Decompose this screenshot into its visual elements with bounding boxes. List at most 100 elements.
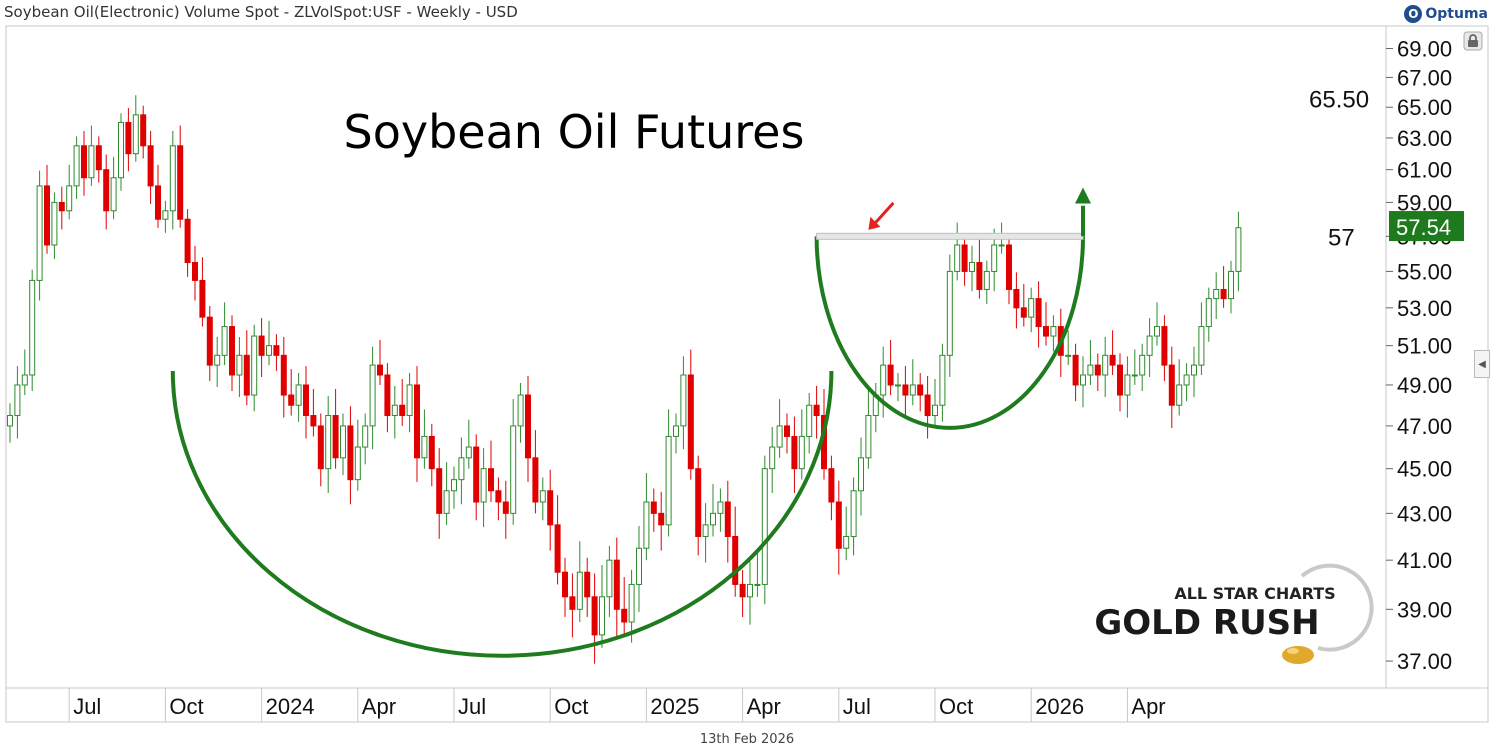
candle-down [1109, 354, 1116, 366]
candle [303, 366, 309, 439]
candle-down [488, 468, 494, 492]
candle [288, 369, 295, 416]
candle [384, 363, 391, 433]
candle [155, 164, 161, 228]
candle-down [1220, 288, 1227, 300]
candle [865, 388, 872, 469]
x-tick-label-1: Oct [169, 694, 203, 719]
candle-up [702, 524, 709, 537]
candle [251, 324, 258, 412]
y-tick-label-8: 53.00 [1397, 296, 1452, 321]
x-tick-label-3: Apr [362, 694, 396, 719]
resistance-line [816, 232, 1084, 240]
candle [961, 234, 968, 286]
optuma-logo-icon: O [1404, 5, 1423, 23]
candle-up [761, 468, 768, 585]
candle-up [73, 145, 80, 187]
candle [58, 186, 65, 230]
candle [66, 164, 73, 220]
candle [569, 573, 576, 638]
x-tick-label-6: 2025 [650, 694, 699, 719]
candle-up [717, 501, 724, 514]
annotations: 57 65.50 57.54 [170, 87, 1464, 658]
candle [1035, 281, 1042, 348]
candle-up [1028, 298, 1035, 318]
candle [103, 154, 110, 230]
candle-up [169, 145, 176, 212]
candle [576, 541, 583, 623]
candle-up [29, 279, 36, 376]
collapse-panel-button[interactable]: ◀ [1474, 350, 1490, 378]
candle-up [798, 435, 805, 470]
candle [325, 396, 332, 493]
candle [243, 330, 250, 406]
candle [599, 564, 605, 648]
candle-up [1139, 354, 1146, 376]
candle [1094, 353, 1101, 392]
candle-up [747, 583, 753, 598]
candle [1191, 346, 1197, 398]
x-tick-label-10: 2026 [1035, 694, 1084, 719]
candle [902, 366, 909, 418]
candle-down [1168, 364, 1175, 406]
chart-date-footer: 13th Feb 2026 [699, 732, 795, 747]
y-tick-label-14: 41.00 [1397, 548, 1452, 573]
candle-down [192, 262, 198, 281]
candle-up [1183, 374, 1190, 386]
candle [258, 318, 265, 377]
candle [717, 488, 724, 532]
candle-down [1035, 298, 1042, 328]
candle-down [428, 435, 435, 470]
candle [399, 378, 406, 426]
candle [147, 130, 154, 205]
handle-pattern-arc [814, 236, 1085, 430]
candle [562, 557, 568, 617]
candle [917, 373, 924, 412]
candle-down [206, 316, 213, 366]
y-tick-label-3: 63.00 [1397, 126, 1452, 151]
candle-down [621, 608, 628, 623]
y-tick-label-0: 69.00 [1397, 37, 1452, 62]
candle-up [643, 501, 650, 549]
y-tick-label-1: 67.00 [1397, 65, 1452, 90]
candle-down [155, 185, 161, 220]
candle [1013, 272, 1020, 329]
last-price-badge [1389, 211, 1464, 242]
candle [1183, 363, 1190, 402]
candle [591, 573, 598, 664]
candle [798, 409, 805, 480]
candle-up [665, 435, 672, 526]
candle-up [880, 364, 887, 396]
candle-down [1020, 307, 1027, 318]
candle [525, 375, 531, 482]
candle [88, 125, 95, 186]
candle [428, 423, 435, 487]
candle [132, 95, 139, 162]
y-tick-label-16: 37.00 [1397, 649, 1452, 674]
candle-up [162, 210, 169, 220]
candle-down [1161, 326, 1168, 366]
candle [969, 245, 975, 292]
candle-down [495, 490, 502, 503]
candle-down [724, 501, 731, 537]
candle [414, 366, 420, 482]
lock-icon[interactable] [1462, 30, 1484, 52]
candle [1168, 346, 1175, 429]
watermark-line2: GOLD RUSH [1094, 603, 1319, 643]
candle [547, 469, 554, 551]
watermark: ALL STAR CHARTS GOLD RUSH [1094, 563, 1374, 664]
candle [554, 495, 561, 585]
candle [458, 437, 465, 505]
candle [1220, 266, 1227, 308]
candle-up [1205, 298, 1212, 328]
candle-down [695, 468, 702, 537]
candle-down [147, 145, 154, 187]
candle-down [1072, 354, 1079, 386]
candle [317, 413, 324, 487]
candle-up [325, 415, 332, 470]
candle-up [251, 335, 258, 396]
target-label: 65.50 [1309, 87, 1369, 114]
candle-up [636, 547, 642, 585]
candle-down [1043, 326, 1049, 337]
